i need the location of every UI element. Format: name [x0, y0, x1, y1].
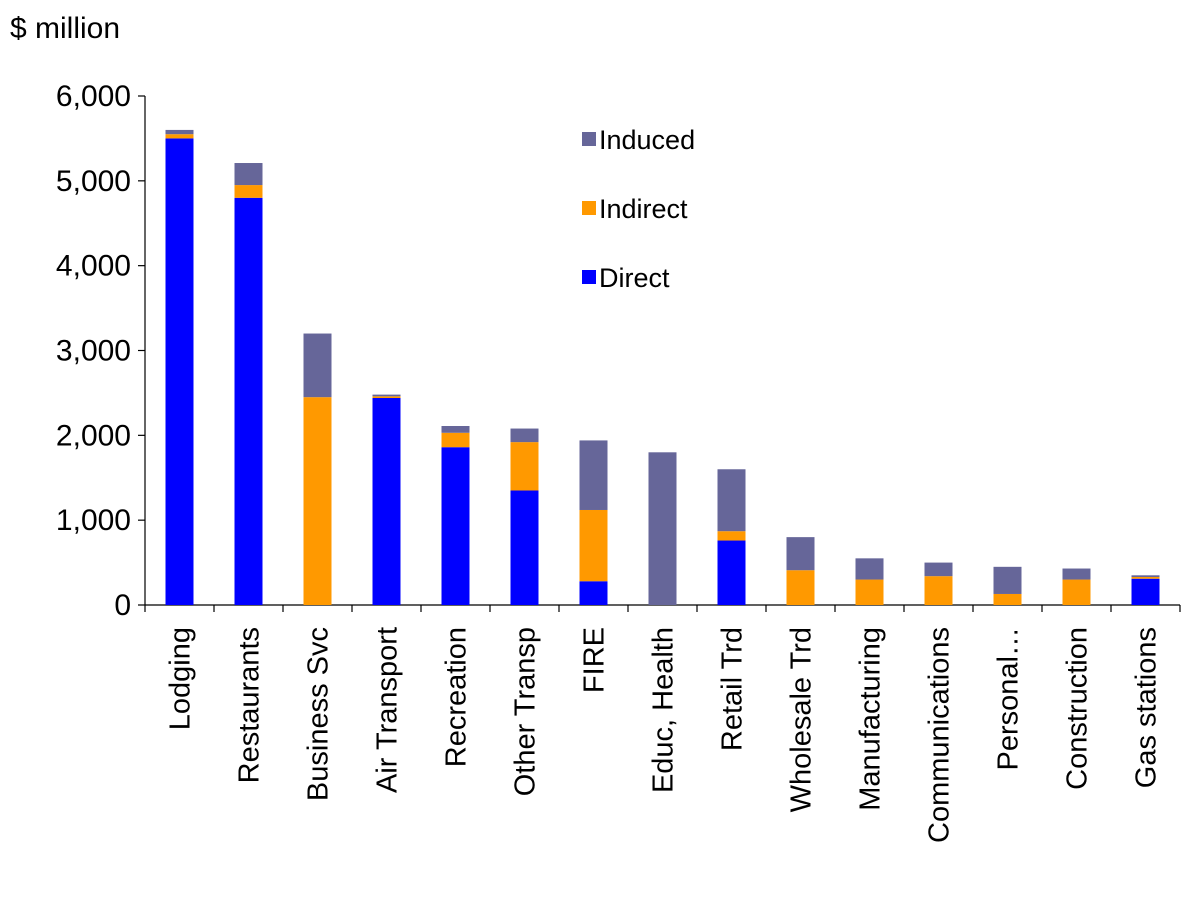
legend-swatch-indirect — [582, 201, 596, 215]
y-tick-label: 1,000 — [56, 504, 131, 537]
category-label: Manufacturing — [855, 627, 887, 811]
bar-segment-induced — [303, 333, 332, 398]
bar-segment-indirect — [165, 134, 194, 139]
bar-segment-indirect — [234, 185, 263, 198]
legend-label-induced: Induced — [599, 125, 695, 155]
bar-segment-induced — [441, 426, 470, 433]
bar-segment-induced — [786, 537, 815, 571]
legend-swatch-induced — [582, 132, 596, 146]
bar-segment-direct — [510, 490, 539, 605]
bar-segment-induced — [510, 428, 539, 443]
y-tick-label: 2,000 — [56, 419, 131, 452]
category-labels: Lodging Restaurants Business Svc Air Transp… — [165, 627, 1163, 843]
bar-segment-indirect — [510, 442, 539, 491]
y-tick-labels: 0 1,000 2,000 3,000 4,000 5,000 6,000 — [56, 80, 131, 622]
bar-segment-indirect — [924, 576, 953, 605]
bar-segment-indirect — [441, 432, 470, 448]
bar-segment-induced — [855, 558, 884, 580]
bar-segment-indirect — [786, 570, 815, 605]
category-label: Air Transport — [372, 627, 404, 793]
y-tick-label: 6,000 — [56, 80, 131, 113]
bar-segment-indirect — [717, 531, 746, 541]
category-label: Construction — [1062, 627, 1094, 790]
category-label: Recreation — [441, 627, 473, 767]
unit-label: $ million — [10, 12, 120, 45]
bars — [165, 129, 1160, 606]
bar-segment-indirect — [1131, 577, 1160, 579]
y-tick-label: 0 — [114, 589, 131, 622]
category-label: Other Transp — [510, 627, 542, 796]
category-label: Wholesale Trd — [786, 627, 818, 812]
y-tick-label: 3,000 — [56, 335, 131, 368]
bar-segment-indirect — [372, 396, 401, 399]
bar-segment-direct — [579, 581, 608, 605]
bar-segment-induced — [924, 562, 953, 577]
bar-segment-direct — [1131, 578, 1160, 605]
category-label: Retail Trd — [717, 627, 749, 751]
category-label: Communications — [924, 627, 956, 843]
legend-label-direct: Direct — [599, 263, 670, 293]
bar-segment-induced — [993, 566, 1022, 594]
legend-label-indirect: Indirect — [599, 194, 688, 224]
y-tick-label: 4,000 — [56, 250, 131, 283]
bar-segment-induced — [717, 469, 746, 532]
bar-segment-induced — [372, 394, 401, 397]
category-label: Business Svc — [303, 627, 335, 801]
bar-segment-indirect — [579, 509, 608, 582]
category-label: Restaurants — [234, 627, 266, 783]
bar-segment-direct — [234, 197, 263, 606]
bar-segment-indirect — [993, 593, 1022, 605]
category-label: Lodging — [165, 627, 197, 730]
bar-segment-induced — [1131, 575, 1160, 578]
legend: Induced Indirect Direct — [582, 125, 695, 293]
bar-segment-induced — [1062, 568, 1091, 580]
category-label: Gas stations — [1131, 627, 1163, 788]
bar-segment-direct — [717, 540, 746, 605]
bar-segment-direct — [165, 138, 194, 605]
bar-segment-induced — [165, 129, 194, 135]
category-label: FIRE — [579, 627, 611, 693]
bar-segment-indirect — [855, 579, 884, 605]
category-label: Educ, Health — [648, 627, 680, 793]
bar-segment-direct — [372, 398, 401, 605]
bar-segment-direct — [441, 447, 470, 605]
legend-swatch-direct — [582, 270, 596, 284]
bar-segment-indirect — [303, 397, 332, 605]
category-label: Personal… — [993, 627, 1025, 770]
bar-segment-induced — [648, 452, 677, 605]
bar-segment-induced — [234, 163, 263, 186]
bar-segment-induced — [579, 440, 608, 510]
bar-segment-indirect — [1062, 579, 1091, 605]
y-tick-label: 5,000 — [56, 165, 131, 198]
